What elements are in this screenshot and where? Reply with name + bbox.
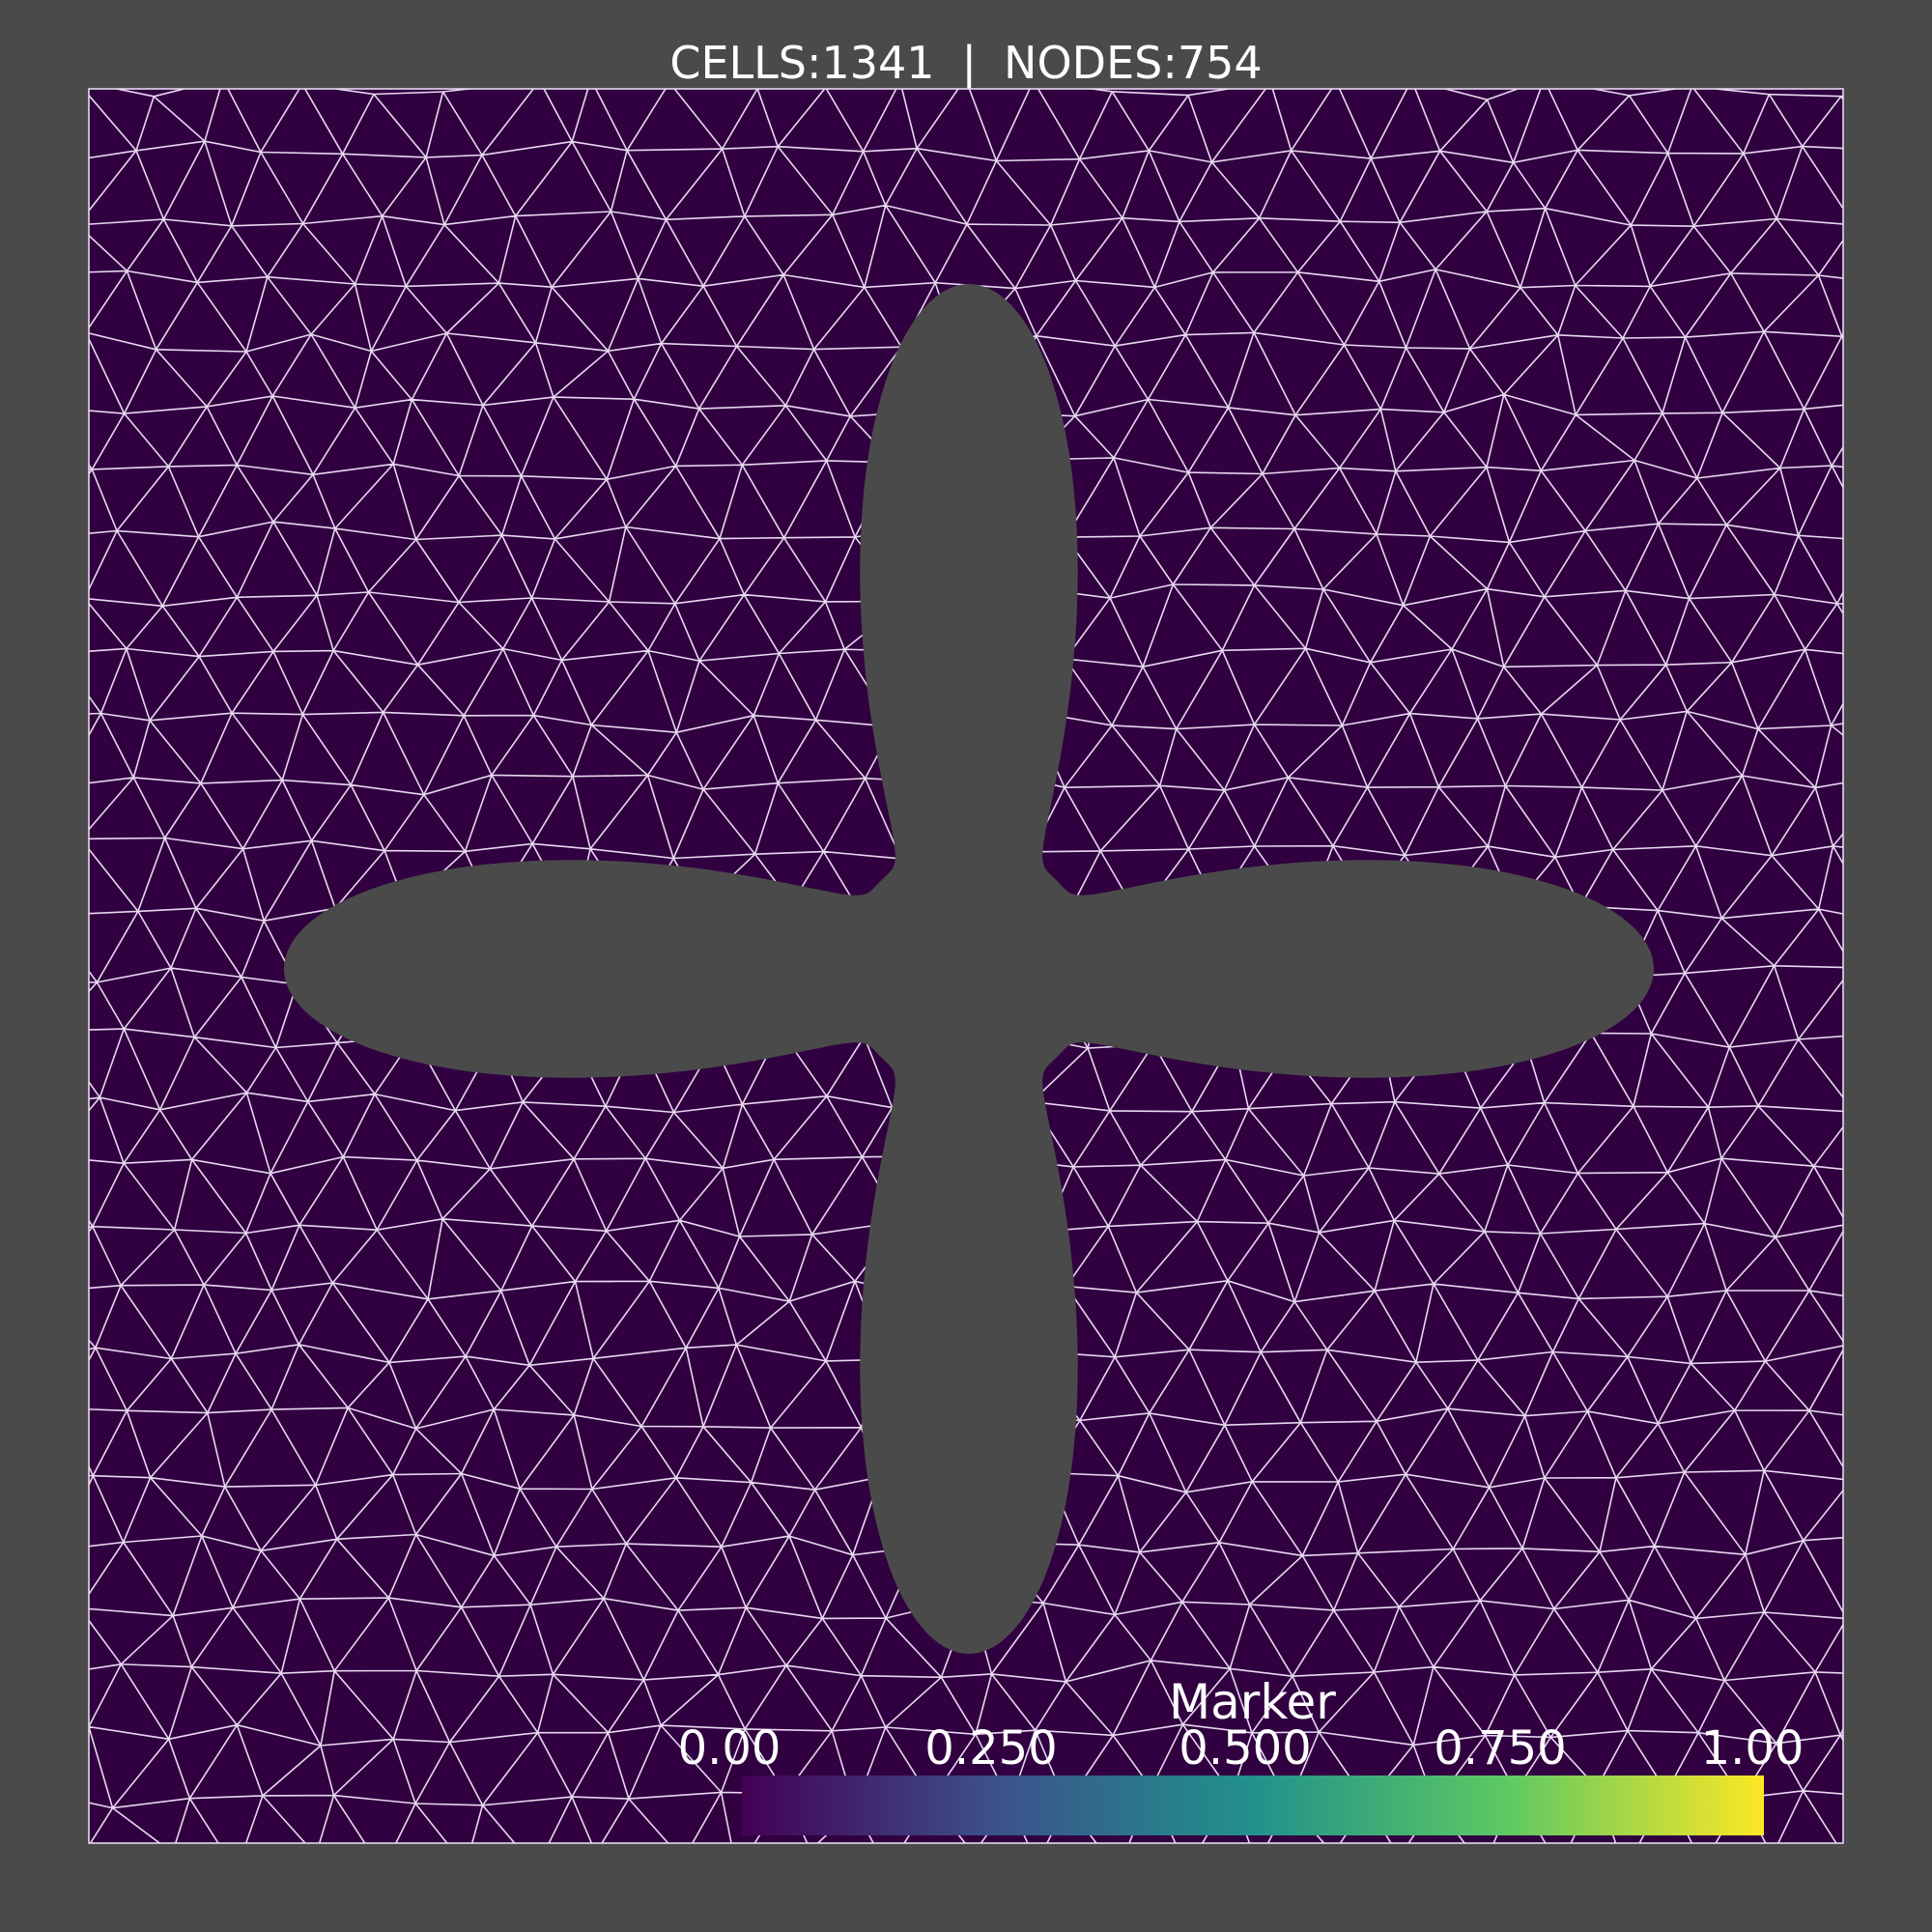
colorbar-tick-4: 1.00 [1700,1721,1804,1776]
colorbar-tick-0: 0.00 [677,1721,781,1776]
domain-border [88,88,1844,1844]
cross-shaped-hole [283,283,1655,1655]
colorbar [742,1776,1764,1835]
colorbar-title: Marker [1169,1674,1336,1730]
stats-separator: | [961,37,978,89]
colorbar-tick-2: 0.500 [1179,1721,1312,1776]
colorbar-tick-3: 0.750 [1434,1721,1567,1776]
cells-count: CELLS:1341 [669,37,935,89]
nodes-count: NODES:754 [1004,37,1263,89]
mesh-stats: CELLS:1341 | NODES:754 [0,37,1932,89]
colorbar-tick-1: 0.250 [924,1721,1058,1776]
